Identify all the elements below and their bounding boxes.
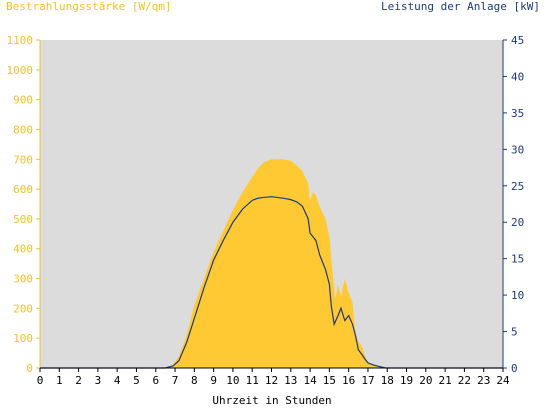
left-tick-label: 1100	[7, 34, 34, 47]
power-line	[40, 196, 503, 369]
x-tick-label: 20	[419, 374, 432, 387]
x-tick-label: 3	[95, 374, 102, 387]
x-tick-label: 24	[496, 374, 510, 387]
left-tick-label: 500	[13, 213, 33, 226]
x-axis-ticks: 0 1 2 3 4 5 6 7 8 9 10 11 12 13 14 15 16 17 18 19 20 21 22 23 24	[37, 368, 510, 387]
left-axis-ticks: 0 100 200 300 400 500 600 700 800 900 1000 1100	[7, 34, 40, 375]
left-tick-label: 1000	[7, 64, 34, 77]
x-tick-label: 15	[323, 374, 336, 387]
x-axis-label: Uhrzeit in Stunden	[212, 394, 332, 407]
power-line-layer	[40, 196, 503, 369]
x-tick-label: 12	[265, 374, 278, 387]
x-tick-label: 13	[284, 374, 297, 387]
x-tick-label: 21	[439, 374, 452, 387]
x-tick-label: 14	[303, 374, 317, 387]
right-axis-ticks: 0 5 10 15 20 25 30 35 40 45	[503, 34, 524, 375]
x-tick-label: 10	[226, 374, 239, 387]
left-axis-title: Bestrahlungsstärke [W/qm]	[6, 0, 172, 13]
x-tick-label: 18	[381, 374, 394, 387]
left-tick-label: 600	[13, 183, 33, 196]
x-tick-label: 1	[56, 374, 63, 387]
left-tick-label: 400	[13, 243, 33, 256]
left-tick-label: 800	[13, 123, 33, 136]
x-tick-label: 2	[75, 374, 82, 387]
x-tick-label: 9	[210, 374, 217, 387]
x-tick-label: 0	[37, 374, 44, 387]
irradiance-area-layer	[40, 159, 503, 368]
x-tick-label: 17	[361, 374, 374, 387]
irradiance-area	[40, 159, 503, 368]
right-tick-label: 0	[511, 362, 518, 375]
x-tick-label: 5	[133, 374, 140, 387]
right-tick-label: 45	[511, 34, 524, 47]
x-tick-label: 22	[458, 374, 471, 387]
left-tick-label: 900	[13, 94, 33, 107]
left-tick-label: 200	[13, 302, 33, 315]
right-tick-label: 20	[511, 216, 524, 229]
x-tick-label: 16	[342, 374, 355, 387]
right-tick-label: 10	[511, 289, 524, 302]
right-tick-label: 5	[511, 326, 518, 339]
x-tick-label: 11	[246, 374, 259, 387]
right-tick-label: 40	[511, 70, 524, 83]
right-axis-title: Leistung der Anlage [kW]	[381, 0, 540, 13]
x-tick-label: 8	[191, 374, 198, 387]
left-tick-label: 100	[13, 332, 33, 345]
left-tick-label: 0	[26, 362, 33, 375]
right-tick-label: 30	[511, 143, 524, 156]
right-tick-label: 15	[511, 253, 524, 266]
x-tick-label: 4	[114, 374, 121, 387]
x-tick-label: 19	[400, 374, 413, 387]
x-tick-label: 7	[172, 374, 179, 387]
right-tick-label: 25	[511, 180, 524, 193]
x-tick-label: 23	[477, 374, 490, 387]
left-tick-label: 700	[13, 153, 33, 166]
right-tick-label: 35	[511, 107, 524, 120]
x-tick-label: 6	[152, 374, 159, 387]
left-tick-label: 300	[13, 273, 33, 286]
